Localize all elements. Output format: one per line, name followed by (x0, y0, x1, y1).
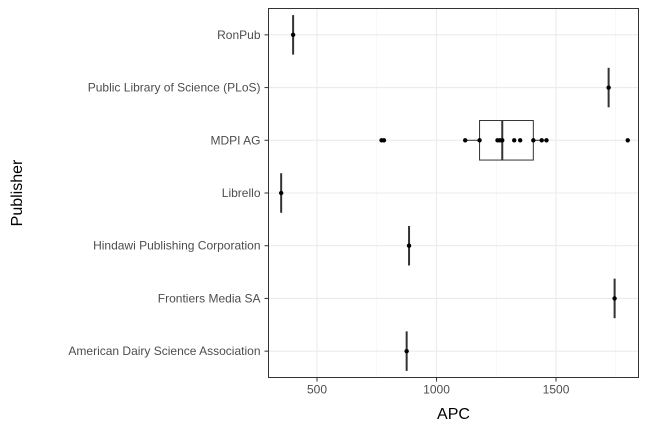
x-tick-label: 1000 (423, 383, 450, 397)
y-tick-label: Hindawi Publishing Corporation (93, 239, 260, 253)
data-point (612, 296, 617, 301)
data-point (531, 138, 536, 143)
data-point (500, 138, 505, 143)
y-axis-title: Publisher (9, 159, 26, 226)
x-axis-title: APC (437, 406, 470, 423)
y-tick-label: Public Library of Science (PLoS) (88, 81, 261, 95)
x-tick-label: 500 (307, 383, 327, 397)
data-point (381, 138, 387, 143)
data-point (406, 243, 412, 248)
y-tick-label: Librello (222, 186, 261, 200)
data-point (539, 138, 544, 143)
data-point (477, 138, 482, 143)
grid-lines (268, 8, 639, 378)
point-layer (278, 32, 630, 354)
data-point (517, 138, 523, 143)
data-point (512, 138, 517, 143)
box-rect (479, 120, 534, 161)
data-point (625, 138, 630, 143)
data-point (404, 348, 409, 354)
data-point (290, 32, 296, 38)
data-point (463, 138, 468, 143)
data-point (278, 190, 284, 196)
y-tick-label: American Dairy Science Association (68, 344, 260, 358)
axis-layer: 500 1000 1500 American Dairy Science Associ… (68, 28, 569, 397)
y-tick-label: MDPI AG (210, 133, 260, 147)
x-tick-label: 1500 (543, 383, 570, 397)
y-tick-label: RonPub (217, 28, 261, 42)
y-tick-label: Frontiers Media SA (158, 291, 261, 305)
data-point (544, 138, 549, 143)
data-point (606, 85, 611, 90)
